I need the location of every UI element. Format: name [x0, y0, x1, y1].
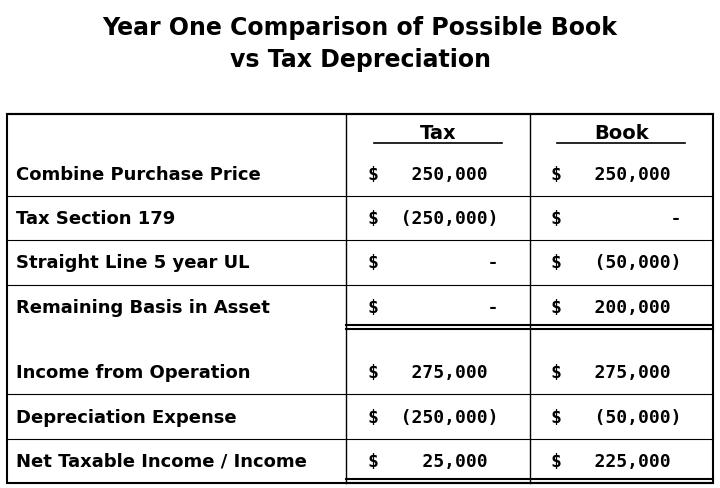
Text: $   200,000: $ 200,000 [552, 298, 671, 316]
Text: Income from Operation: Income from Operation [16, 364, 251, 381]
Text: $          -: $ - [368, 254, 498, 272]
Text: Book: Book [594, 124, 649, 143]
Text: $   (50,000): $ (50,000) [552, 254, 682, 272]
Text: Year One Comparison of Possible Book
vs Tax Depreciation: Year One Comparison of Possible Book vs … [102, 16, 618, 72]
Text: Tax Section 179: Tax Section 179 [16, 210, 175, 227]
Text: $   275,000: $ 275,000 [368, 364, 487, 381]
Text: $   275,000: $ 275,000 [552, 364, 671, 381]
Text: $  (250,000): $ (250,000) [368, 407, 498, 426]
Text: $    25,000: $ 25,000 [368, 452, 487, 470]
Text: Straight Line 5 year UL: Straight Line 5 year UL [16, 254, 249, 272]
Text: Combine Purchase Price: Combine Purchase Price [16, 165, 261, 183]
Text: Tax: Tax [420, 124, 456, 143]
Text: $   250,000: $ 250,000 [368, 165, 487, 183]
Text: Net Taxable Income / Income: Net Taxable Income / Income [16, 452, 307, 470]
Text: Depreciation Expense: Depreciation Expense [16, 407, 236, 426]
Text: Remaining Basis in Asset: Remaining Basis in Asset [16, 298, 270, 316]
Text: $          -: $ - [368, 298, 498, 316]
Text: $   (50,000): $ (50,000) [552, 407, 682, 426]
Text: $          -: $ - [552, 210, 682, 227]
Text: $   225,000: $ 225,000 [552, 452, 671, 470]
Text: $  (250,000): $ (250,000) [368, 210, 498, 227]
Text: $   250,000: $ 250,000 [552, 165, 671, 183]
